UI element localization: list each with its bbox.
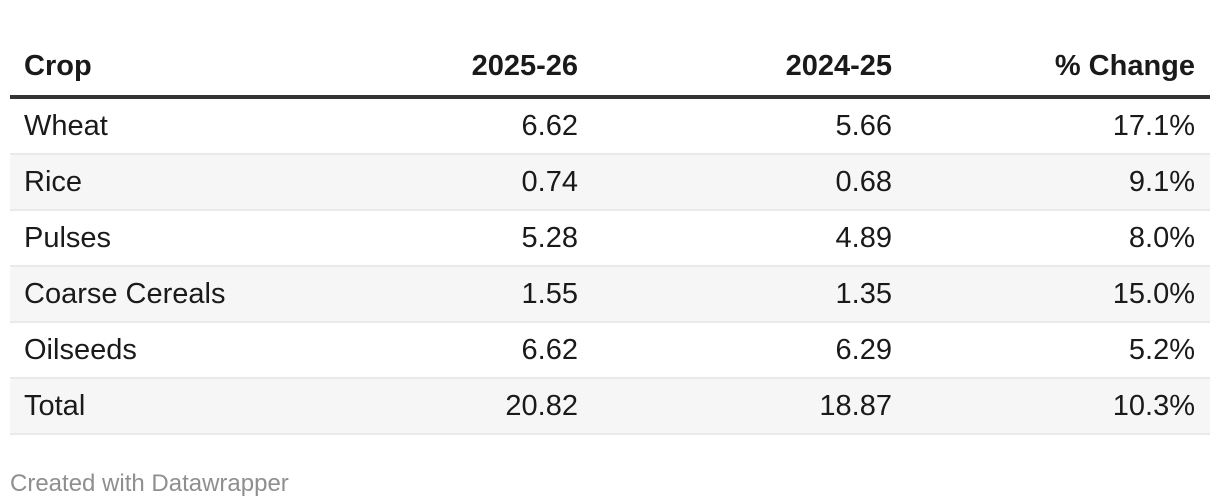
cell-2025-26: 5.28 [521,221,578,254]
table-row-pulses: Pulses 5.28 4.89 8.0% [10,210,1210,266]
datawrapper-attribution-link[interactable]: Created with Datawrapper [10,470,289,497]
cell-crop: Total [24,389,86,422]
cell-2024-25: 6.29 [835,333,892,366]
column-header-2025-26: 2025-26 [360,37,593,99]
column-header-crop: Crop [10,37,360,99]
data-table: Crop 2025-26 2024-25 % Change Wheat 6.62… [10,37,1210,435]
cell-percent-change: 5.2% [1128,333,1195,366]
table-row-coarse-cereals: Coarse Cereals 1.55 1.35 15.0% [10,266,1210,322]
cell-percent-change: 15.0% [1112,277,1195,310]
table-row-oilseeds: Oilseeds 6.62 6.29 5.2% [10,322,1210,378]
cell-2025-26: 20.82 [505,389,578,422]
cell-2024-25: 18.87 [819,389,892,422]
cell-2025-26: 6.62 [521,109,578,142]
cell-2024-25: 0.68 [835,165,892,198]
cell-crop: Rice [24,165,83,198]
cell-percent-change: 9.1% [1128,165,1195,198]
cell-2025-26: 1.55 [521,277,578,310]
cell-percent-change: 8.0% [1128,221,1195,254]
cell-2024-25: 1.35 [835,277,892,310]
table-row-total: Total 20.82 18.87 10.3% [10,378,1210,434]
table-row-wheat: Wheat 6.62 5.66 17.1% [10,97,1210,154]
cell-2024-25: 5.66 [835,109,892,142]
cell-crop: Pulses [24,221,112,254]
cell-crop: Coarse Cereals [24,277,226,310]
header-row: Crop 2025-26 2024-25 % Change [10,37,1210,99]
column-header-2024-25: 2024-25 [593,37,907,99]
cell-crop: Oilseeds [24,333,137,366]
column-header-percent-change: % Change [907,37,1210,99]
cell-2024-25: 4.89 [835,221,892,254]
cell-2025-26: 0.74 [521,165,578,198]
cell-2025-26: 6.62 [521,333,578,366]
crop-production-table: Crop 2025-26 2024-25 % Change Wheat 6.62… [0,37,1220,498]
table-row-rice: Rice 0.74 0.68 9.1% [10,154,1210,210]
cell-crop: Wheat [24,109,108,142]
cell-percent-change: 17.1% [1112,109,1195,142]
cell-percent-change: 10.3% [1112,389,1195,422]
